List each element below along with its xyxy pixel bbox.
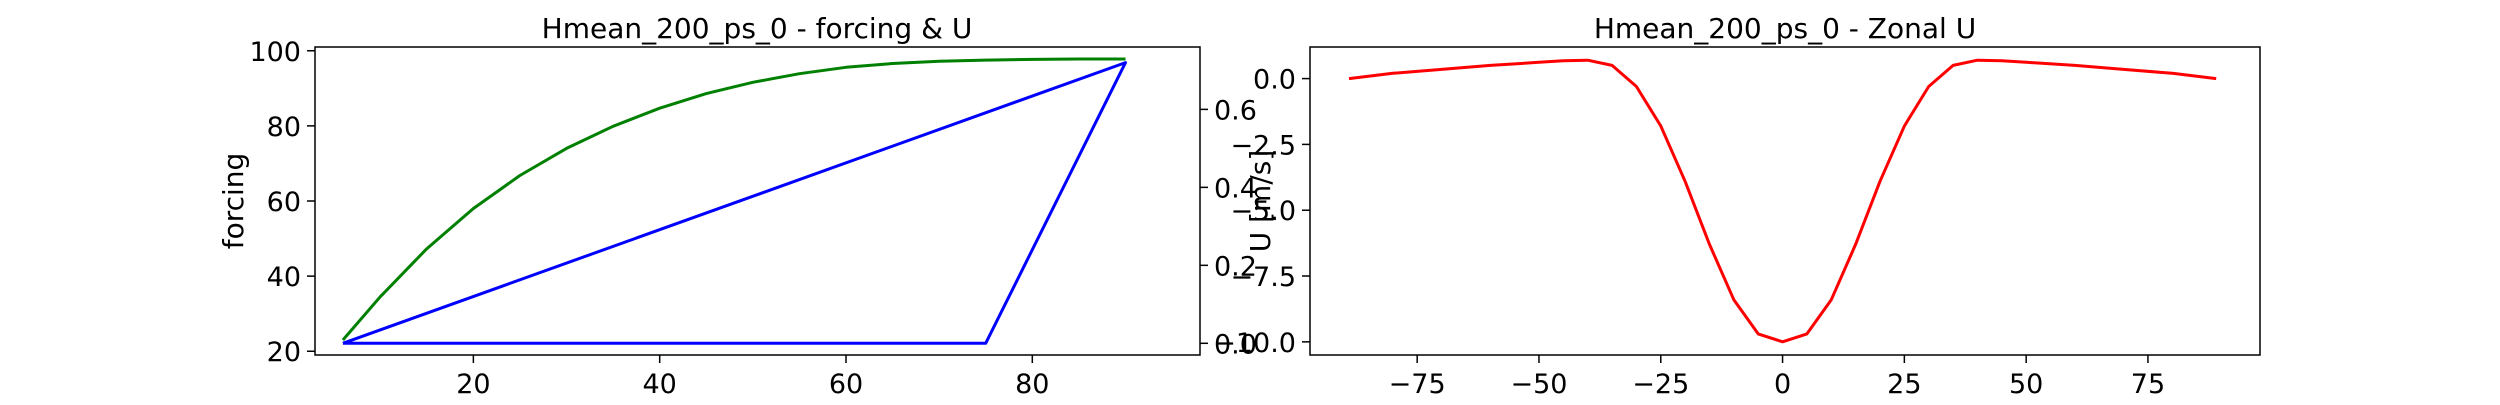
left-y2-tick-label: 0.4 bbox=[1214, 173, 1257, 204]
right-y-tick-label: −5.0 bbox=[1230, 196, 1296, 227]
right-x-tick-label: −25 bbox=[1632, 369, 1689, 400]
left-y-tick-label: 20 bbox=[267, 337, 301, 368]
right-x-tick-label: 75 bbox=[2131, 369, 2165, 400]
right-y-tick-label: −2.5 bbox=[1230, 130, 1296, 161]
right-subplot: Hmean_200_ps_0 - Zonal U −75 −50 −25 0 25 50 7… bbox=[1213, 12, 2261, 400]
left-y-tick-label: 40 bbox=[267, 262, 301, 293]
right-y-tick-label: −10.0 bbox=[1213, 328, 1296, 359]
left-y2-tick-label: 0.6 bbox=[1214, 95, 1257, 126]
right-x-tick-label: 50 bbox=[2009, 369, 2043, 400]
right-chart-title: Hmean_200_ps_0 - Zonal U bbox=[1594, 12, 1976, 45]
right-series-group bbox=[1348, 58, 2217, 344]
left-series-group bbox=[341, 57, 1127, 345]
left-x-ticks: 20 40 60 80 bbox=[456, 355, 1049, 400]
left-chart-title: Hmean_200_ps_0 - forcing & U bbox=[542, 12, 973, 45]
left-subplot: Hmean_200_ps_0 - forcing & U forcing U [… bbox=[217, 12, 1277, 400]
u-series-line bbox=[342, 61, 1127, 345]
left-y-tick-label: 80 bbox=[267, 112, 301, 143]
left-x-tick-label: 40 bbox=[643, 369, 677, 400]
right-x-ticks: −75 −50 −25 0 25 50 75 bbox=[1389, 355, 2165, 400]
left-y2-ticks: 0.0 0.2 0.4 0.6 bbox=[1200, 95, 1257, 360]
left-y-tick-label: 100 bbox=[249, 37, 301, 68]
left-y-tick-label: 60 bbox=[267, 187, 301, 218]
left-y2-axis-label: U [m/s] bbox=[1244, 150, 1277, 253]
left-y2-tick-label: 0.0 bbox=[1214, 329, 1257, 360]
right-x-tick-label: −75 bbox=[1389, 369, 1446, 400]
right-y-ticks: 0.0 −2.5 −5.0 −7.5 −10.0 bbox=[1213, 65, 1310, 359]
right-x-tick-label: 0 bbox=[1774, 369, 1791, 400]
right-y-tick-label: 0.0 bbox=[1253, 65, 1296, 96]
right-x-tick-label: −50 bbox=[1510, 369, 1567, 400]
left-x-tick-label: 80 bbox=[1015, 369, 1049, 400]
right-y-tick-label: −7.5 bbox=[1230, 262, 1296, 293]
zonal-u-series-line bbox=[1348, 58, 2217, 344]
left-x-tick-label: 60 bbox=[829, 369, 863, 400]
right-plot-frame bbox=[1309, 46, 2261, 356]
left-y-ticks: 20 40 60 80 100 bbox=[249, 37, 315, 368]
forcing-series-line bbox=[341, 57, 1126, 341]
right-x-tick-label: 25 bbox=[1887, 369, 1921, 400]
left-x-tick-label: 20 bbox=[456, 369, 490, 400]
left-y-axis-label: forcing bbox=[217, 153, 250, 250]
left-y2-tick-label: 0.2 bbox=[1214, 251, 1257, 282]
left-plot-frame bbox=[314, 46, 1201, 356]
